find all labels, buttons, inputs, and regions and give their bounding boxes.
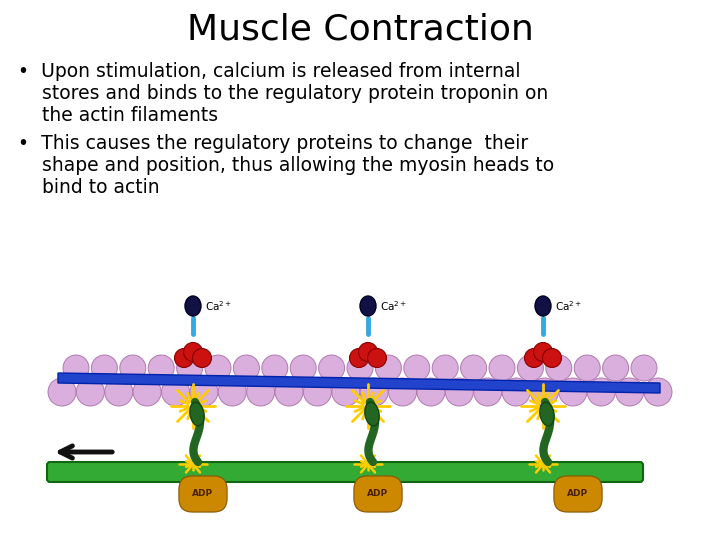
- Circle shape: [319, 355, 345, 381]
- Text: the actin filaments: the actin filaments: [18, 106, 218, 125]
- Text: ADP: ADP: [192, 489, 214, 498]
- Circle shape: [303, 378, 331, 406]
- Circle shape: [542, 348, 562, 368]
- Circle shape: [105, 378, 132, 406]
- Text: bind to actin: bind to actin: [18, 178, 160, 197]
- Circle shape: [290, 355, 316, 381]
- Circle shape: [461, 355, 487, 381]
- Circle shape: [603, 355, 629, 381]
- Text: Ca$^{2+}$: Ca$^{2+}$: [205, 299, 232, 313]
- Text: Ca$^{2+}$: Ca$^{2+}$: [380, 299, 407, 313]
- Circle shape: [192, 348, 212, 368]
- Ellipse shape: [190, 402, 204, 426]
- Circle shape: [559, 378, 587, 406]
- Circle shape: [349, 348, 369, 368]
- Circle shape: [233, 355, 259, 381]
- Circle shape: [534, 342, 552, 361]
- Circle shape: [48, 378, 76, 406]
- Text: ADP: ADP: [567, 489, 588, 498]
- Circle shape: [262, 355, 288, 381]
- Circle shape: [332, 378, 360, 406]
- Circle shape: [588, 378, 615, 406]
- Circle shape: [531, 378, 559, 406]
- Circle shape: [120, 355, 145, 381]
- Circle shape: [359, 342, 377, 361]
- Circle shape: [502, 378, 530, 406]
- Ellipse shape: [535, 296, 551, 316]
- Circle shape: [184, 342, 202, 361]
- Circle shape: [631, 355, 657, 381]
- Circle shape: [474, 378, 502, 406]
- Circle shape: [360, 378, 388, 406]
- Circle shape: [347, 355, 373, 381]
- Circle shape: [205, 355, 231, 381]
- Circle shape: [148, 355, 174, 381]
- Circle shape: [76, 378, 104, 406]
- FancyBboxPatch shape: [47, 462, 643, 482]
- Circle shape: [644, 378, 672, 406]
- Text: stores and binds to the regulatory protein troponin on: stores and binds to the regulatory prote…: [18, 84, 548, 103]
- Circle shape: [546, 355, 572, 381]
- Circle shape: [524, 348, 544, 368]
- Ellipse shape: [540, 402, 554, 426]
- Circle shape: [247, 378, 274, 406]
- Circle shape: [404, 355, 430, 381]
- Circle shape: [489, 355, 515, 381]
- Ellipse shape: [185, 296, 201, 316]
- Circle shape: [63, 355, 89, 381]
- Circle shape: [133, 378, 161, 406]
- Text: shape and position, thus allowing the myosin heads to: shape and position, thus allowing the my…: [18, 156, 554, 175]
- Text: •  Upon stimulation, calcium is released from internal: • Upon stimulation, calcium is released …: [18, 62, 521, 81]
- Circle shape: [176, 355, 202, 381]
- Text: Ca$^{2+}$: Ca$^{2+}$: [555, 299, 582, 313]
- Ellipse shape: [360, 296, 376, 316]
- Polygon shape: [58, 373, 660, 393]
- Circle shape: [518, 355, 544, 381]
- Text: Muscle Contraction: Muscle Contraction: [186, 12, 534, 46]
- Ellipse shape: [365, 402, 379, 426]
- Circle shape: [174, 348, 194, 368]
- Circle shape: [417, 378, 445, 406]
- Circle shape: [575, 355, 600, 381]
- Circle shape: [367, 348, 387, 368]
- Circle shape: [218, 378, 246, 406]
- Circle shape: [616, 378, 644, 406]
- Circle shape: [275, 378, 303, 406]
- Text: ADP: ADP: [367, 489, 389, 498]
- Circle shape: [389, 378, 417, 406]
- Circle shape: [446, 378, 473, 406]
- Circle shape: [432, 355, 458, 381]
- Circle shape: [190, 378, 218, 406]
- Text: •  This causes the regulatory proteins to change  their: • This causes the regulatory proteins to…: [18, 134, 528, 153]
- Circle shape: [91, 355, 117, 381]
- Circle shape: [161, 378, 189, 406]
- Circle shape: [375, 355, 402, 381]
